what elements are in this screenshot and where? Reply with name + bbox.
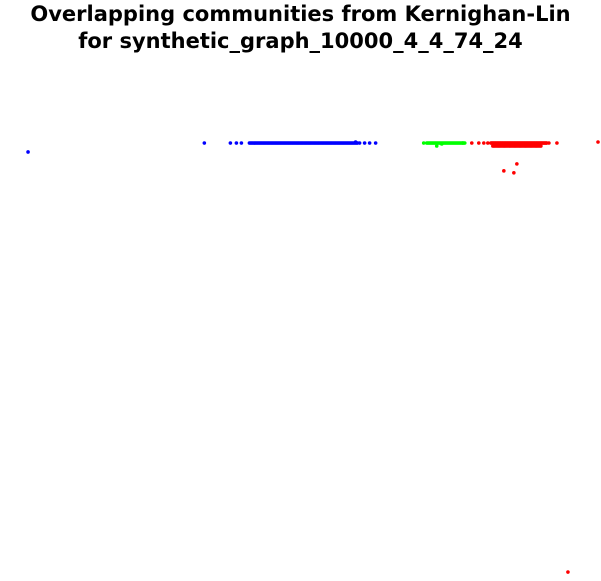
data-point (439, 142, 444, 146)
data-point (460, 141, 465, 145)
chart-title-line-2: for synthetic_graph_10000_4_4_74_24 (78, 29, 523, 53)
data-point (367, 141, 372, 145)
data-point (477, 141, 481, 145)
data-point (527, 143, 531, 147)
data-point (373, 141, 378, 145)
data-point (539, 144, 543, 148)
chart-title-line-1: Overlapping communities from Kernighan-L… (30, 2, 571, 26)
points-layer (26, 140, 600, 574)
data-point (357, 141, 362, 145)
data-point (555, 141, 559, 145)
data-point (547, 141, 551, 145)
data-point (26, 150, 30, 154)
data-point (512, 171, 516, 175)
data-point (496, 142, 500, 146)
data-point (434, 144, 439, 148)
data-point (239, 141, 244, 145)
data-point (353, 140, 358, 144)
data-point (202, 141, 207, 145)
data-point (469, 141, 474, 145)
data-point (421, 141, 426, 145)
data-point (515, 162, 519, 166)
data-point (482, 141, 486, 145)
data-point (566, 570, 570, 574)
data-point (502, 169, 506, 173)
data-point (228, 141, 233, 145)
data-point (596, 140, 600, 144)
data-point (234, 141, 239, 145)
data-point (362, 141, 367, 145)
chart-title: Overlapping communities from Kernighan-L… (0, 0, 601, 55)
data-point (486, 141, 490, 145)
